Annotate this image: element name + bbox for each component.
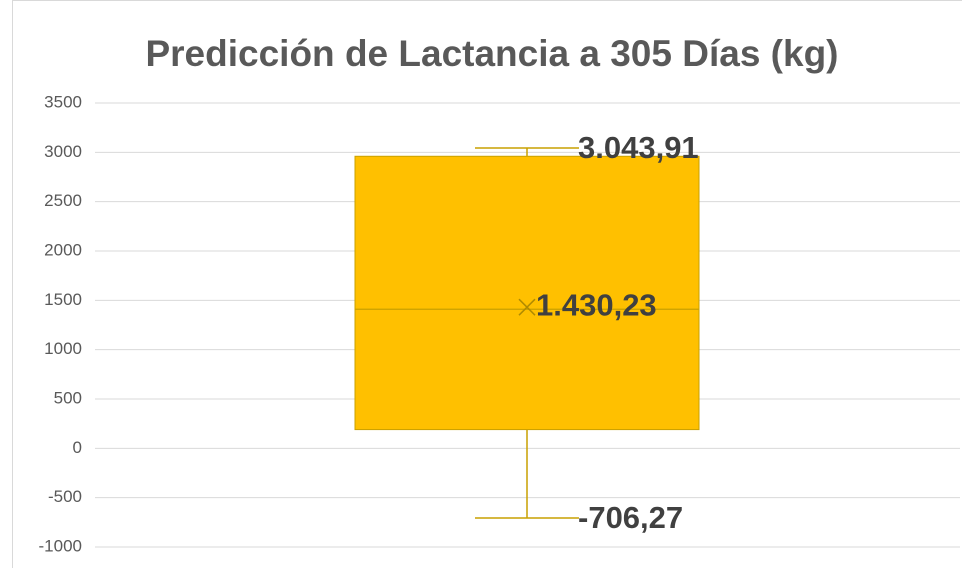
data-label: 3.043,91 — [578, 130, 699, 165]
data-label: 1.430,23 — [536, 287, 657, 322]
y-tick-label: 2000 — [44, 240, 82, 259]
data-label: -706,27 — [578, 500, 683, 535]
y-tick-label: 2500 — [44, 191, 82, 210]
y-tick-label: 500 — [54, 388, 82, 407]
box — [354, 155, 700, 431]
mean-marker — [518, 298, 536, 316]
y-tick-label: 1500 — [44, 290, 82, 309]
y-tick-label: 3500 — [44, 92, 82, 111]
y-tick-label: 0 — [73, 438, 82, 457]
y-tick-label: 1000 — [44, 339, 82, 358]
y-tick-label: 3000 — [44, 142, 82, 161]
y-tick-label: -500 — [48, 487, 82, 506]
chart-title: Predicción de Lactancia a 305 Días (kg) — [145, 33, 838, 74]
y-tick-label: -1000 — [39, 536, 82, 555]
